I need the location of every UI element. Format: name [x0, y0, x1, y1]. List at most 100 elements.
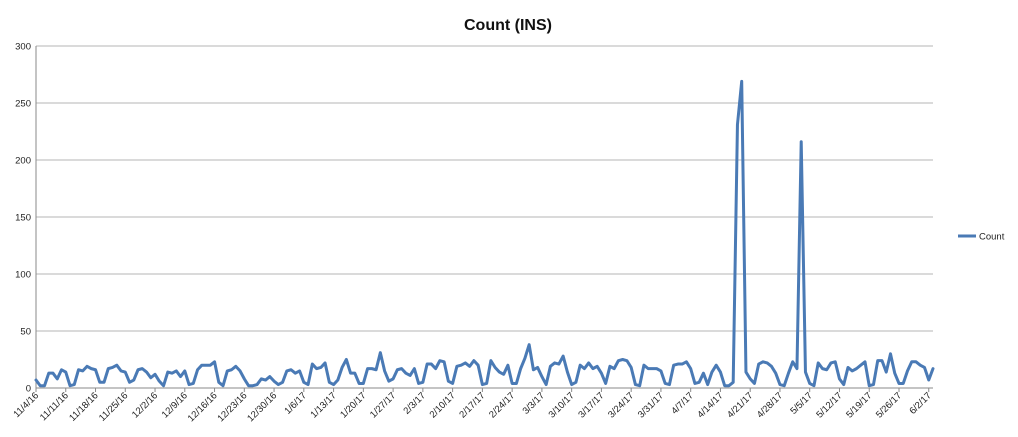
y-tick-label: 50	[20, 327, 31, 338]
data-point	[48, 372, 50, 374]
x-tick-label: 5/5/17	[788, 390, 814, 416]
data-point	[354, 372, 356, 374]
data-point	[766, 362, 768, 364]
data-point	[817, 362, 819, 364]
data-point	[392, 378, 394, 380]
data-point	[775, 372, 777, 374]
data-point	[158, 380, 160, 382]
data-point	[281, 381, 283, 383]
data-point	[838, 378, 840, 380]
data-point	[116, 364, 118, 366]
data-point	[723, 385, 725, 387]
data-point	[621, 358, 623, 360]
data-point	[252, 385, 254, 387]
data-point	[426, 363, 428, 365]
x-tick-label: 2/24/17	[487, 390, 517, 420]
data-point	[660, 370, 662, 372]
data-point	[205, 364, 207, 366]
data-point	[681, 363, 683, 365]
data-point	[154, 373, 156, 375]
data-point	[843, 383, 845, 385]
data-point	[600, 372, 602, 374]
data-point	[672, 364, 674, 366]
data-point	[575, 381, 577, 383]
data-point	[528, 343, 530, 345]
data-point	[239, 370, 241, 372]
data-point	[932, 367, 934, 369]
data-point	[549, 365, 551, 367]
chart-title: Count (INS)	[464, 17, 552, 34]
data-point	[655, 367, 657, 369]
data-point	[894, 372, 896, 374]
data-point	[566, 371, 568, 373]
data-point	[434, 367, 436, 369]
data-point	[587, 362, 589, 364]
data-point	[783, 385, 785, 387]
data-point	[141, 367, 143, 369]
data-point	[269, 375, 271, 377]
data-point	[175, 370, 177, 372]
x-tick-label: 4/21/17	[725, 390, 755, 420]
data-point	[609, 365, 611, 367]
data-point	[813, 385, 815, 387]
data-point	[120, 370, 122, 372]
legend-label-count: Count	[979, 232, 1005, 243]
x-tick-label: 11/18/16	[67, 390, 100, 423]
data-point	[150, 377, 152, 379]
gridlines	[36, 45, 933, 389]
x-tick-label: 1/27/17	[368, 390, 398, 420]
data-point	[494, 366, 496, 368]
y-tick-label: 100	[15, 270, 31, 281]
legend: Count	[958, 232, 1005, 243]
data-point	[277, 383, 279, 385]
data-point	[39, 385, 41, 387]
x-tick-label: 2/17/17	[457, 390, 487, 420]
data-point	[889, 353, 891, 355]
data-point	[107, 367, 109, 369]
data-point	[60, 369, 62, 371]
data-point	[324, 362, 326, 364]
data-point	[851, 370, 853, 372]
data-point	[349, 372, 351, 374]
data-point	[213, 361, 215, 363]
data-point	[613, 367, 615, 369]
data-point	[133, 379, 135, 381]
data-point	[311, 363, 313, 365]
data-point	[490, 359, 492, 361]
x-tick-label: 1/6/17	[282, 390, 308, 416]
data-point	[860, 364, 862, 366]
data-point	[371, 367, 373, 369]
data-point	[485, 382, 487, 384]
data-point	[604, 382, 606, 384]
data-point	[332, 383, 334, 385]
data-point	[898, 382, 900, 384]
data-point	[124, 371, 126, 373]
data-point	[341, 366, 343, 368]
data-point	[430, 363, 432, 365]
data-point	[728, 385, 730, 387]
x-tick-label: 3/31/17	[636, 390, 666, 420]
data-point	[515, 382, 517, 384]
x-tick-label: 3/3/17	[521, 390, 547, 416]
data-point	[273, 380, 275, 382]
data-point	[230, 369, 232, 371]
data-point	[222, 385, 224, 387]
x-tick-label: 4/14/17	[695, 390, 725, 420]
data-point	[643, 364, 645, 366]
data-point	[201, 364, 203, 366]
data-point	[400, 367, 402, 369]
data-point	[417, 382, 419, 384]
series-line-count	[34, 79, 935, 388]
x-tick-label: 1/13/17	[309, 390, 339, 420]
data-point	[226, 370, 228, 372]
data-point	[358, 382, 360, 384]
data-point	[179, 375, 181, 377]
data-point	[583, 367, 585, 369]
x-tick-label: 2/3/17	[402, 390, 428, 416]
data-point	[294, 372, 296, 374]
x-tick-label: 3/24/17	[606, 390, 636, 420]
data-point	[792, 361, 794, 363]
data-point	[413, 367, 415, 369]
data-point	[736, 123, 738, 125]
